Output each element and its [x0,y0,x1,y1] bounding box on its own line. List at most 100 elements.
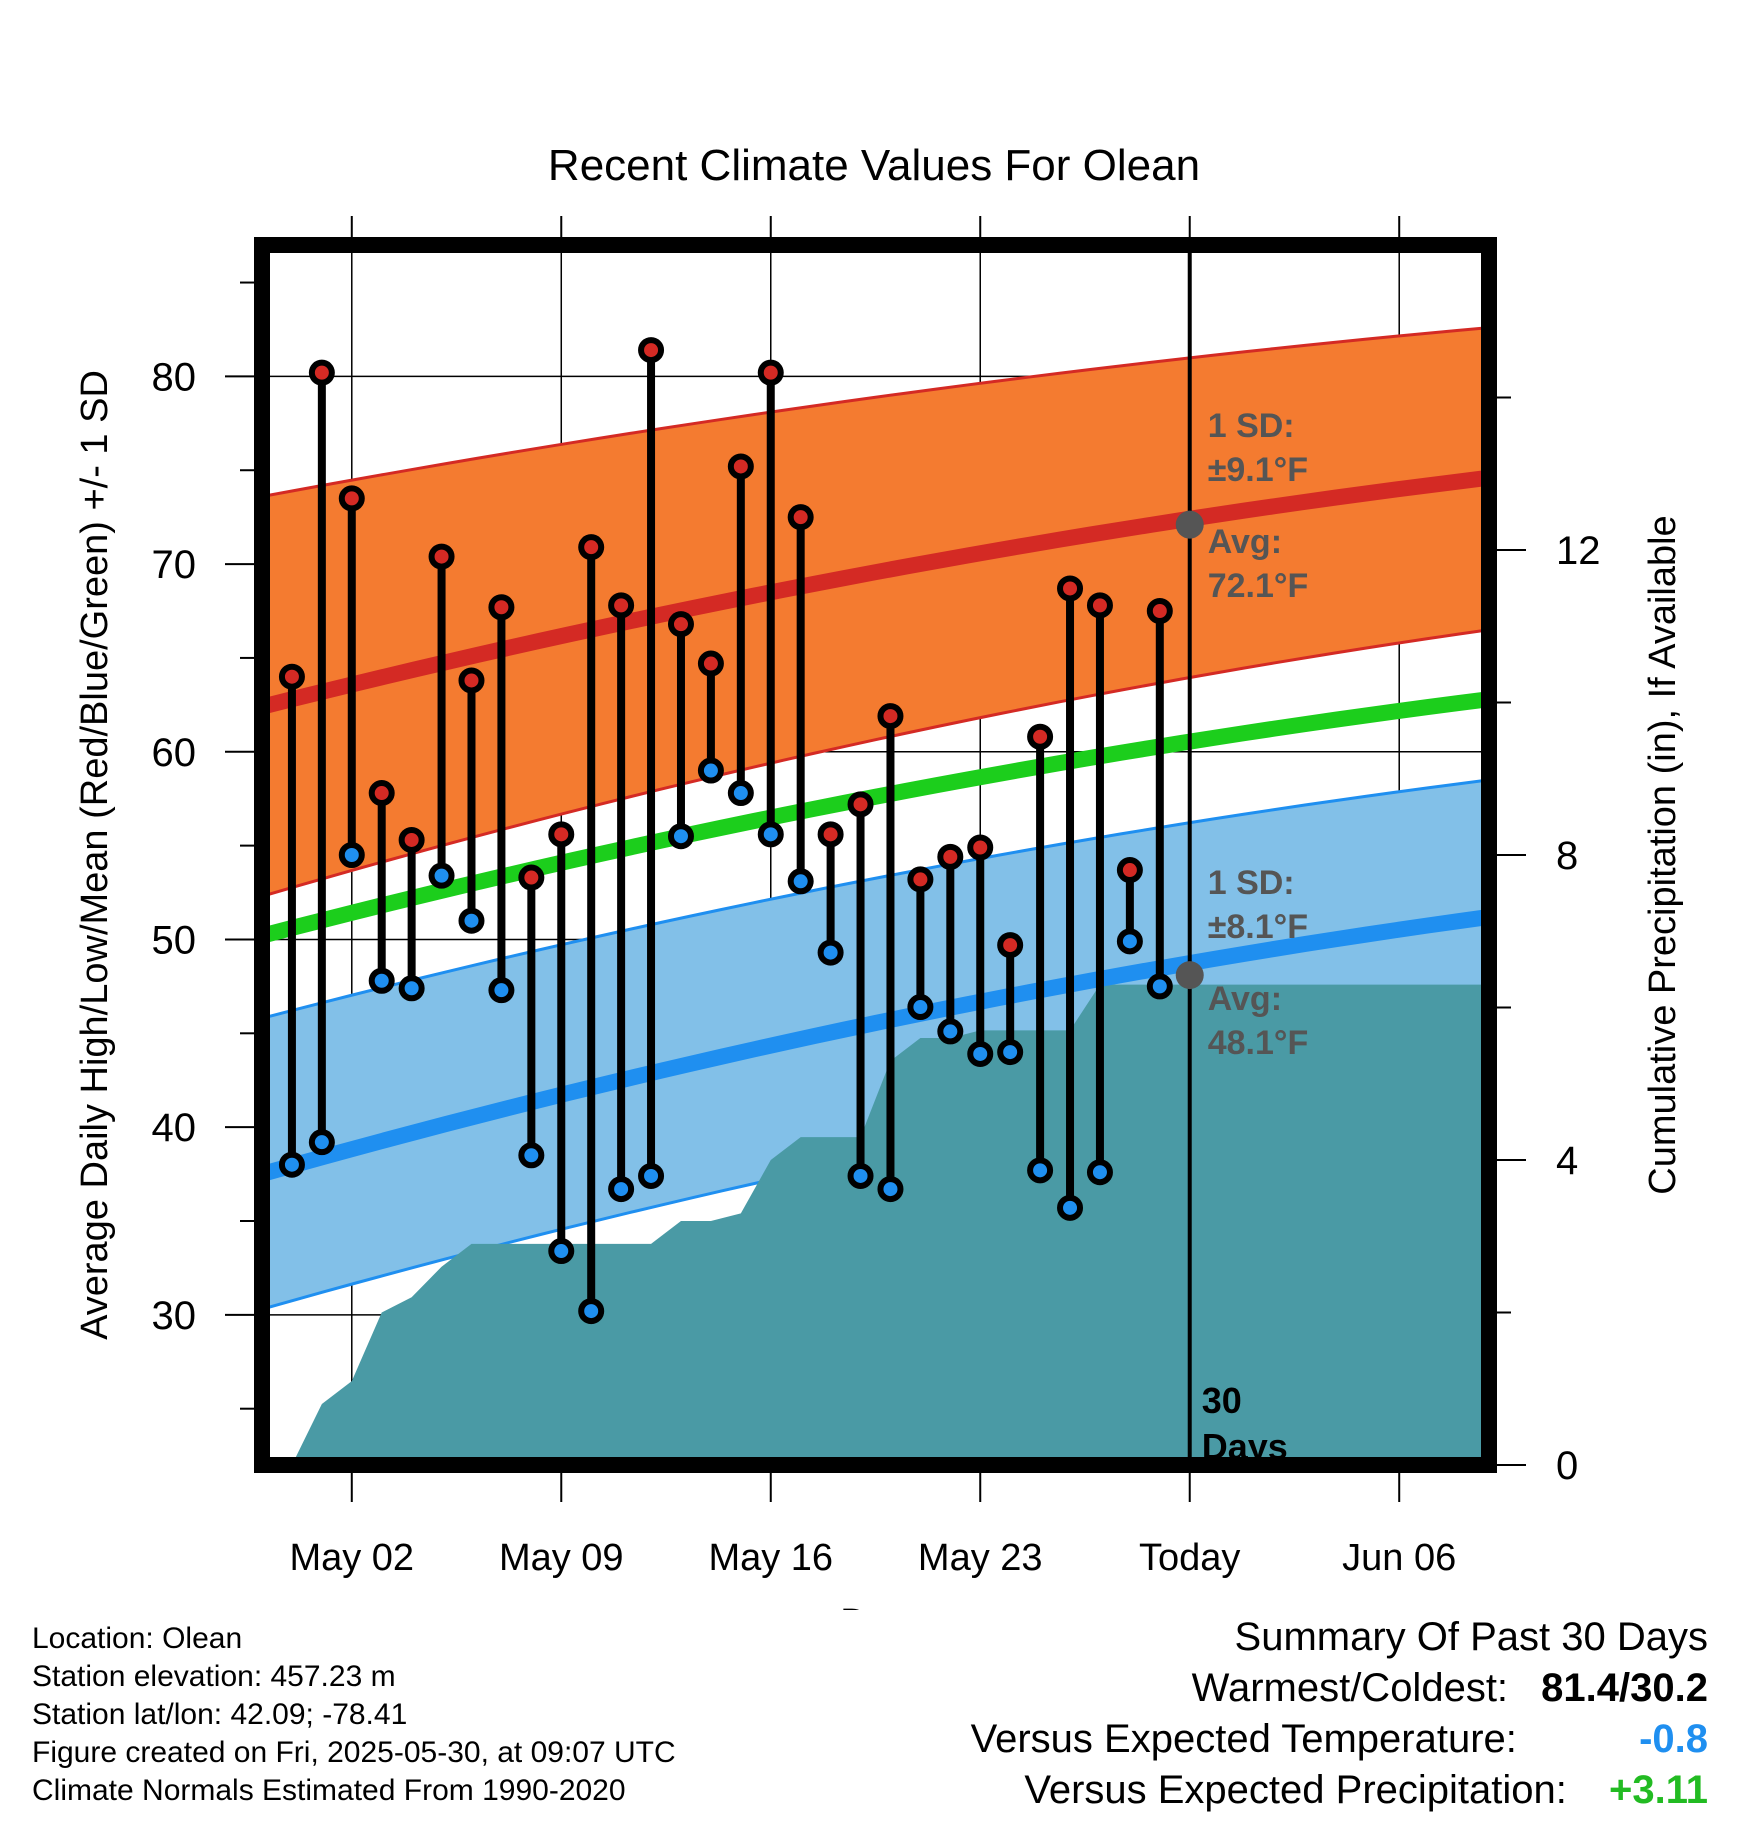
y2-tick-label: 8 [1556,834,1578,878]
x-tick-label: May 23 [918,1537,1043,1579]
low-point [907,994,934,1021]
low-point [1057,1194,1084,1221]
avg-mean-line [262,691,1489,944]
y-tick-label: 80 [152,355,197,399]
low-point [278,1151,305,1178]
high-point [1086,592,1113,619]
low-point [368,967,395,994]
high-point [608,592,635,619]
low-sd-value: ±8.1°F [1208,908,1308,946]
low-point [578,1298,605,1325]
high-point [727,453,754,480]
annotations: 1 SD: ±9.1°F Avg: 72.1°F 1 SD: ±8.1°F Avg: 48.1… [1175,407,1309,1467]
low-sd-label: 1 SD: [1208,864,1295,902]
low-point [697,757,724,784]
sd-bands [262,326,1489,1311]
summary-title: Summary Of Past 30 Days [1234,1615,1708,1659]
summary-warmest: Warmest/Coldest: 81.4/30.2 [971,1663,1708,1714]
avg-low-line [262,909,1489,1182]
low-point [1027,1157,1054,1184]
y-tick-label: 50 [152,918,197,962]
climate-chart: Recent Climate Values For Olean 1 SD: ±9.… [74,141,1684,1610]
high-point [428,543,455,570]
high-point [1027,723,1054,750]
precip-label: Versus Expected Precipitation: [1024,1768,1567,1812]
x-tick-label: Jun 06 [1342,1537,1456,1579]
summary-temp: Versus Expected Temperature: -0.8 [971,1714,1708,1765]
today-high-avg-marker [1175,510,1204,539]
precipitation-area [262,984,1489,1465]
y-tick-label: 70 [152,543,197,587]
low-point [1086,1159,1113,1186]
high-point [877,703,904,730]
high-point [907,866,934,893]
high-point [368,780,395,807]
summary-precip: Versus Expected Precipitation: +3.11 [971,1765,1708,1816]
y-axis-label: Average Daily High/Low/Mean (Red/Blue/Gr… [74,370,116,1340]
low-point [398,975,425,1002]
high-sd-band [262,327,1489,897]
low-point [967,1040,994,1067]
high-point [1116,857,1143,884]
low-point [667,823,694,850]
low-point [638,1162,665,1189]
high-avg-label: Avg: [1208,523,1282,561]
avg-high-line [262,469,1489,715]
summary-panel: Summary Of Past 30 Days Warmest/Coldest:… [971,1612,1708,1816]
high-point [787,504,814,531]
high-sd-band-edge [262,326,1489,498]
high-point [1057,575,1084,602]
warmest-value: 81.4/30.2 [1541,1666,1708,1710]
x-tick-label: Today [1139,1537,1240,1579]
high-point [997,932,1024,959]
low-point [787,868,814,895]
low-point [518,1142,545,1169]
low-point [997,1039,1024,1066]
warmest-label: Warmest/Coldest: [1191,1666,1509,1710]
high-point [518,864,545,891]
x-tick-label: May 09 [499,1537,624,1579]
low-point [458,907,485,934]
daily-dots [278,337,1173,1325]
high-point [308,359,335,386]
elevation-text: Station elevation: 457.23 m [32,1660,396,1693]
low-avg-value: 48.1°F [1208,1024,1309,1062]
high-point [937,843,964,870]
y2-axis-label: Cumulative Precipitation (in), If Availa… [1642,515,1684,1194]
y2-tick-label: 4 [1556,1139,1578,1183]
high-point [458,667,485,694]
low-point [817,939,844,966]
location-text: Location: Olean [32,1622,243,1655]
high-sd-band-edge [262,628,1489,898]
low-avg-label: Avg: [1208,980,1282,1018]
high-point [638,337,665,364]
axes: 30 40 50 60 70 80 0 4 8 12 May 02 May 09 May 16 May 2… [152,216,1601,1579]
created-text: Figure created on Fri, 2025-05-30, at 09… [32,1736,676,1769]
y-tick-label: 40 [152,1106,197,1150]
y-tick-label: 30 [152,1294,197,1338]
high-sd-value: ±9.1°F [1208,451,1308,489]
plot-border [254,237,1497,1473]
high-point [847,791,874,818]
latlon-text: Station lat/lon: 42.09; -78.41 [32,1698,408,1731]
low-point [727,780,754,807]
low-point [488,977,515,1004]
low-point [1146,973,1173,1000]
low-point [608,1176,635,1203]
low-point [937,1018,964,1045]
high-point [338,485,365,512]
x-axis-label: Day [840,1602,908,1610]
low-point [308,1129,335,1156]
low-point [757,821,784,848]
days-count-label: 30 [1202,1380,1242,1421]
high-sd-label: 1 SD: [1208,407,1295,445]
low-point [338,842,365,868]
high-point [967,834,994,861]
high-point [548,821,575,848]
low-sd-band [262,779,1489,1310]
high-point [667,611,694,638]
low-point [548,1238,575,1265]
low-point [1116,928,1143,955]
high-point [757,359,784,386]
low-point [428,862,455,889]
